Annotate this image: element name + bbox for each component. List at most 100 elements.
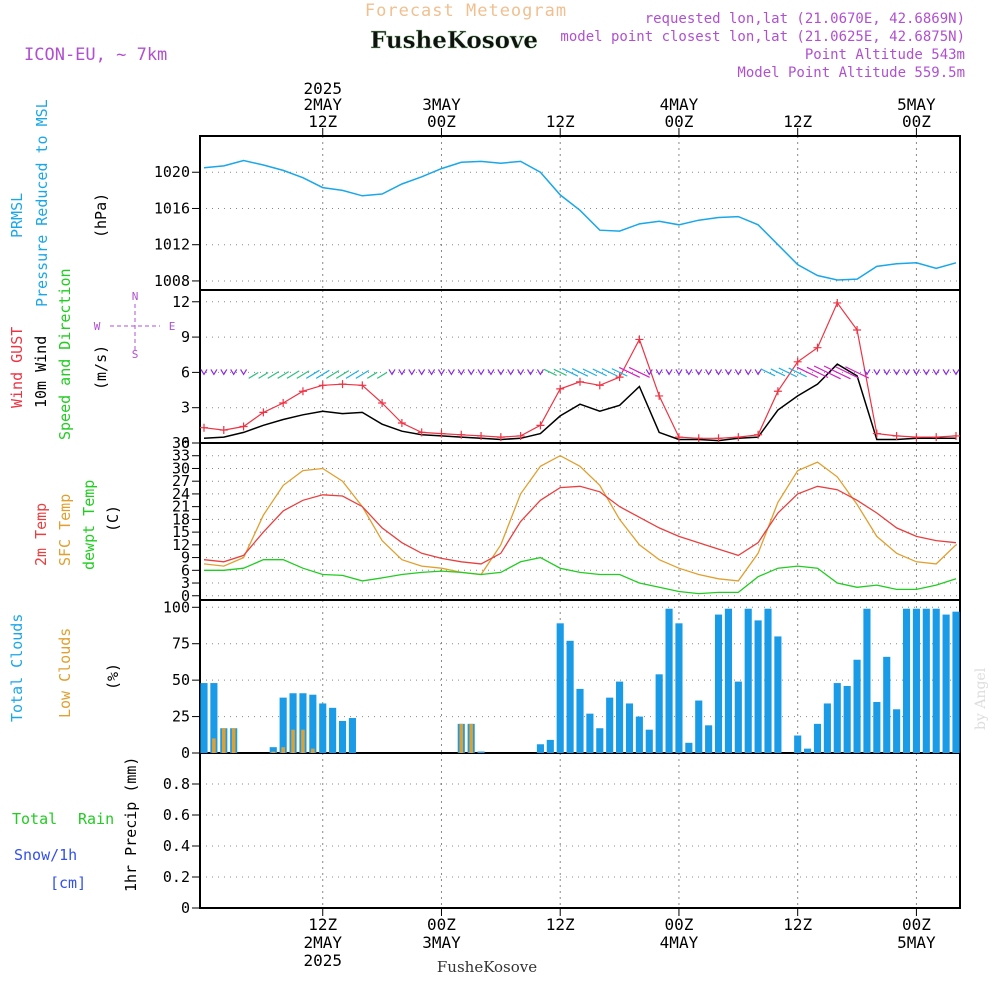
gust-marker xyxy=(556,384,565,393)
gust-marker xyxy=(892,431,901,440)
total-cloud-bar xyxy=(625,703,634,753)
temp-unit: (C) xyxy=(104,505,122,532)
total-cloud-bar xyxy=(823,703,831,753)
gust-marker xyxy=(635,335,644,344)
wind-direction-arrow xyxy=(345,369,360,379)
total-cloud-bar xyxy=(338,720,347,753)
y-axis-ticks: 1008101210161020036912036912151821242730… xyxy=(154,163,200,917)
total-cloud-bar xyxy=(893,709,901,753)
total-cloud-bar xyxy=(210,683,218,753)
wind-direction-arrow xyxy=(527,369,535,376)
low-cloud-bar xyxy=(311,748,315,753)
y-tick-label: 50 xyxy=(172,671,190,689)
wind-direction-arrow xyxy=(296,370,310,379)
t2m-line xyxy=(203,485,957,565)
wind-direction-arrow xyxy=(893,369,901,376)
gust-marker xyxy=(655,391,664,400)
gust-marker xyxy=(734,433,743,442)
bottom-hour-label: 12Z xyxy=(546,915,575,934)
wind-direction-arrow xyxy=(952,369,960,376)
sfc-temp-line xyxy=(203,454,957,582)
y-tick-label: 1016 xyxy=(154,199,190,217)
wind-direction-arrow xyxy=(428,369,436,376)
wind-direction-arrow xyxy=(754,369,762,376)
gust-marker xyxy=(417,428,426,437)
y-tick-label: 0.6 xyxy=(163,806,190,824)
bottom-date-label: 5MAY xyxy=(897,933,936,952)
precip-label-cm: [cm] xyxy=(50,874,86,892)
total-cloud-bar xyxy=(477,751,485,753)
wind-direction-arrow xyxy=(571,368,589,377)
total-cloud-bar xyxy=(289,693,297,753)
total-cloud-bar xyxy=(843,685,851,753)
gust-marker xyxy=(694,434,703,443)
wind-direction-arrow xyxy=(366,371,378,379)
wind-direction-arrow xyxy=(335,370,350,379)
gust-marker xyxy=(200,423,208,432)
total-cloud-bar xyxy=(902,608,911,753)
gust-marker xyxy=(338,380,347,389)
wind-direction-arrow xyxy=(770,368,786,377)
point-altitude: Point Altitude 543m xyxy=(805,47,965,63)
gust-marker xyxy=(615,373,624,382)
wind-direction-arrow xyxy=(220,369,228,376)
total-cloud-bar xyxy=(853,659,861,753)
dewpt-line xyxy=(204,556,957,595)
total-cloud-bar xyxy=(635,716,643,753)
wind-direction-arrow xyxy=(845,366,869,379)
gust-marker xyxy=(576,377,584,386)
y-tick-label: 3 xyxy=(181,399,190,417)
wind-direction-arrow xyxy=(543,368,557,376)
bottom-year-label: 2025 xyxy=(303,951,342,970)
wind-direction-arrow xyxy=(277,371,290,379)
wind-label-10m: 10m Wind xyxy=(32,336,50,408)
y-tick-label: 12 xyxy=(172,536,190,554)
y-tick-label: 1012 xyxy=(154,236,190,254)
total-cloud-bar xyxy=(813,723,822,753)
bottom-date-label: 4MAY xyxy=(660,933,699,952)
gust-marker xyxy=(358,381,367,390)
wind-direction-arrow xyxy=(553,368,567,376)
y-tick-label: 6 xyxy=(181,363,190,381)
wind-direction-arrow xyxy=(744,369,752,376)
total-cloud-bar xyxy=(655,674,663,753)
watermark: by Angel xyxy=(973,667,989,730)
y-tick-label: 100 xyxy=(163,598,190,616)
wind-direction-arrow xyxy=(326,370,340,379)
compass-rose: N S W E xyxy=(94,290,176,361)
top-year-label: 2025 xyxy=(303,79,342,98)
total-cloud-bar xyxy=(645,729,653,753)
compass-e: E xyxy=(169,320,176,333)
y-tick-label: 27 xyxy=(172,472,190,490)
wind-direction-arrow xyxy=(601,368,618,377)
pressure-unit: (hPa) xyxy=(92,193,110,238)
low-cloud-bar xyxy=(271,751,276,753)
wind-direction-arrow xyxy=(628,366,650,378)
model-altitude: Model Point Altitude 559.5m xyxy=(737,65,965,81)
low-cloud-bar xyxy=(231,728,236,753)
gust-marker xyxy=(536,421,545,430)
total-cloud-bar xyxy=(932,608,940,753)
wind-direction-arrow xyxy=(665,369,673,376)
y-tick-label: 0.2 xyxy=(163,868,190,886)
wind-direction-arrow xyxy=(778,367,798,378)
gust-marker xyxy=(298,387,307,396)
total-cloud-bar xyxy=(873,702,881,753)
total-cloud-bar xyxy=(596,728,604,753)
panel-pressure xyxy=(199,135,961,291)
total-cloud-bar xyxy=(714,614,723,753)
total-cloud-bar xyxy=(705,725,713,753)
wind-direction-arrow xyxy=(376,371,388,379)
compass-n: N xyxy=(132,290,139,303)
temp-label-sfc: SFC Temp xyxy=(56,494,74,566)
wind-direction-arrow xyxy=(734,369,742,376)
total-cloud-bar xyxy=(665,608,673,753)
wind10m-line xyxy=(203,363,956,442)
wind-direction-arrow xyxy=(240,369,248,376)
wind-direction-arrow xyxy=(932,369,940,376)
compass-w: W xyxy=(94,320,101,333)
total-cloud-bar xyxy=(299,693,307,753)
